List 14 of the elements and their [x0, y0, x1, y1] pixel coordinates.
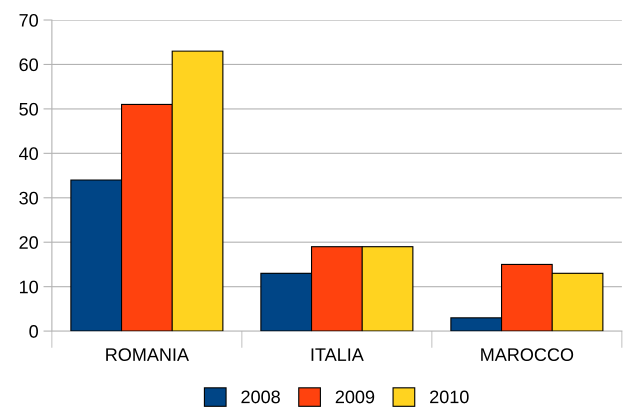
y-tick-label: 30: [19, 192, 38, 204]
x-tick-label: ROMANIA: [106, 348, 189, 362]
y-tick-label: 10: [20, 280, 38, 294]
y-tick-label: 60: [20, 58, 38, 72]
legend-label: 2009: [336, 390, 374, 404]
x-tick-label: MAROCCO: [481, 348, 574, 362]
legend-label: 2008: [241, 390, 280, 404]
y-tick-label: 20: [20, 236, 38, 249]
legend-label: 2010: [430, 390, 469, 404]
y-tick-label: 0: [29, 325, 38, 338]
y-tick-label: 50: [19, 102, 38, 116]
x-tick-label: ITALIA: [312, 348, 364, 361]
y-tick-label: 40: [19, 147, 38, 160]
y-tick-label: 70: [20, 14, 38, 27]
